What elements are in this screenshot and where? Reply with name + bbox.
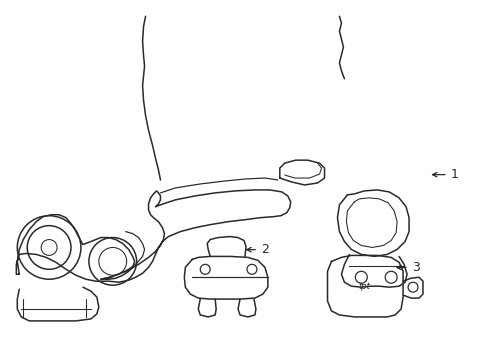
- Text: 1: 1: [450, 168, 458, 181]
- Text: 3: 3: [411, 261, 419, 274]
- Text: 2: 2: [261, 243, 269, 256]
- Text: tpt: tpt: [358, 282, 369, 291]
